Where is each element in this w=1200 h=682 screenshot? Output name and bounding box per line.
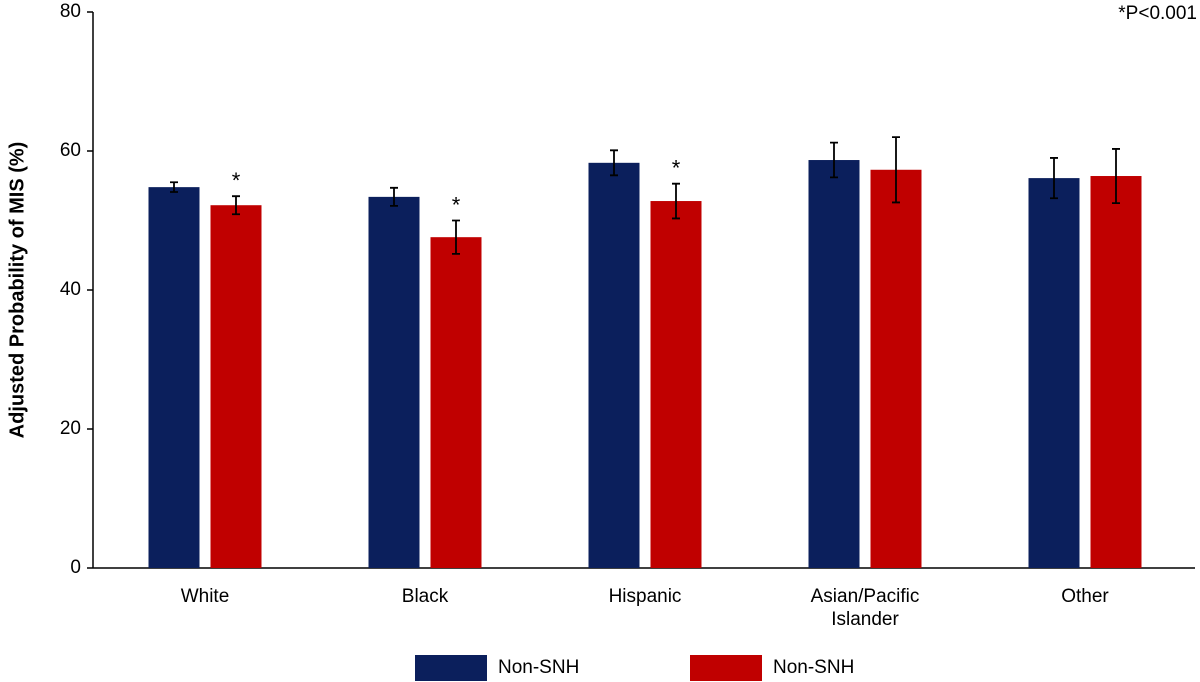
error-bar	[892, 136, 900, 204]
bar	[148, 187, 200, 568]
x-tick-label: White	[181, 586, 230, 607]
legend-label: Non-SNH	[498, 657, 579, 678]
error-bar	[170, 181, 178, 193]
bar	[1090, 176, 1142, 568]
x-tick-label: Other	[1061, 586, 1109, 607]
significance-label: *	[232, 168, 241, 193]
y-tick-label: 80	[60, 1, 81, 22]
error-bar	[610, 149, 618, 177]
significance-label: *	[672, 155, 681, 180]
error-bar	[232, 195, 240, 216]
bar	[210, 205, 262, 568]
bar	[650, 201, 702, 569]
significance-label: *	[452, 192, 461, 217]
x-tick-label: Black	[402, 586, 449, 607]
y-tick-label: 60	[60, 140, 81, 161]
annotation: *P<0.001	[1118, 3, 1197, 24]
x-tick-label: Hispanic	[609, 586, 682, 607]
bar	[430, 237, 482, 568]
y-tick-label: 0	[70, 557, 81, 578]
error-bar	[672, 182, 680, 220]
y-tick-label: 40	[60, 279, 81, 300]
legend-label: Non-SNH	[773, 657, 854, 678]
error-bar	[1050, 157, 1058, 200]
x-tick-label: Asian/Pacific Islander	[811, 586, 920, 630]
bar	[588, 162, 640, 568]
y-tick-label: 20	[60, 418, 81, 439]
legend-swatch	[415, 655, 487, 681]
error-bar	[1112, 148, 1120, 205]
error-bar	[390, 186, 398, 207]
y-axis-label: Adjusted Probability of MIS (%)	[6, 142, 28, 439]
bar	[870, 169, 922, 568]
bar	[1028, 178, 1080, 569]
bar	[808, 160, 860, 568]
error-bar	[452, 219, 460, 255]
legend-swatch	[690, 655, 762, 681]
error-bar	[830, 141, 838, 179]
bar	[368, 196, 420, 568]
